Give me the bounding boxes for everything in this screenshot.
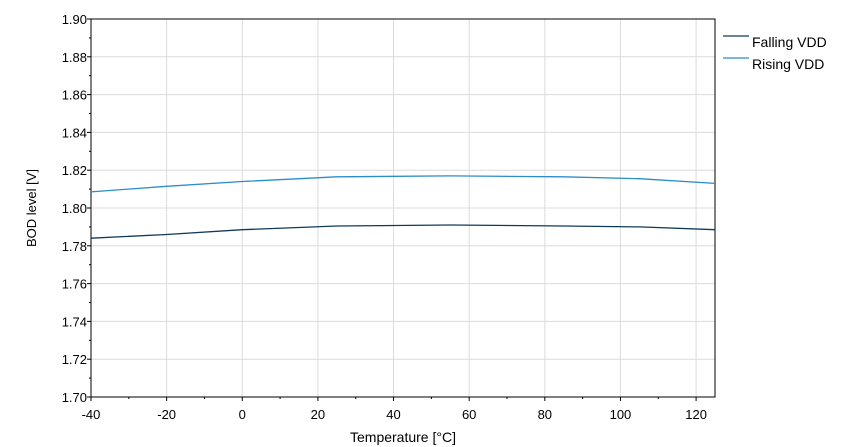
y-tick-label: 1.88	[62, 50, 87, 65]
x-tick-label: 100	[610, 407, 632, 422]
grid-lines	[91, 19, 715, 397]
x-tick-label: -20	[157, 407, 176, 422]
y-tick-label: 1.70	[62, 390, 87, 405]
legend: Falling VDD Rising VDD	[723, 34, 827, 72]
x-tick-label: 0	[239, 407, 246, 422]
y-tick-label: 1.90	[62, 12, 87, 27]
series-line-falling-vdd	[90, 224, 716, 239]
x-tick-label: -40	[82, 407, 101, 422]
axis-ticks: -40 -20 0 20 40 60 80 100 120 1.70 1.72 1.74 1.76 1.7…	[62, 12, 707, 422]
legend-label: Falling VDD	[752, 34, 827, 50]
x-tick-label: 60	[462, 407, 476, 422]
y-tick-label: 1.86	[62, 88, 87, 103]
y-tick-label: 1.78	[62, 239, 87, 254]
x-tick-label: 80	[538, 407, 552, 422]
x-tick-label: 20	[311, 407, 325, 422]
y-tick-label: 1.76	[62, 277, 87, 292]
series-line-rising-vdd	[90, 175, 716, 193]
legend-label: Rising VDD	[752, 56, 824, 72]
y-tick-label: 1.80	[62, 201, 87, 216]
x-tick-label: 40	[386, 407, 400, 422]
x-axis-label: Temperature [°C]	[350, 429, 456, 445]
y-tick-label: 1.84	[62, 125, 87, 140]
y-tick-label: 1.72	[62, 352, 87, 367]
series-lines	[90, 175, 716, 239]
y-axis-label: BOD level [V]	[24, 169, 39, 247]
y-tick-label: 1.74	[62, 314, 87, 329]
x-tick-label: 120	[685, 407, 707, 422]
y-tick-label: 1.82	[62, 163, 87, 178]
